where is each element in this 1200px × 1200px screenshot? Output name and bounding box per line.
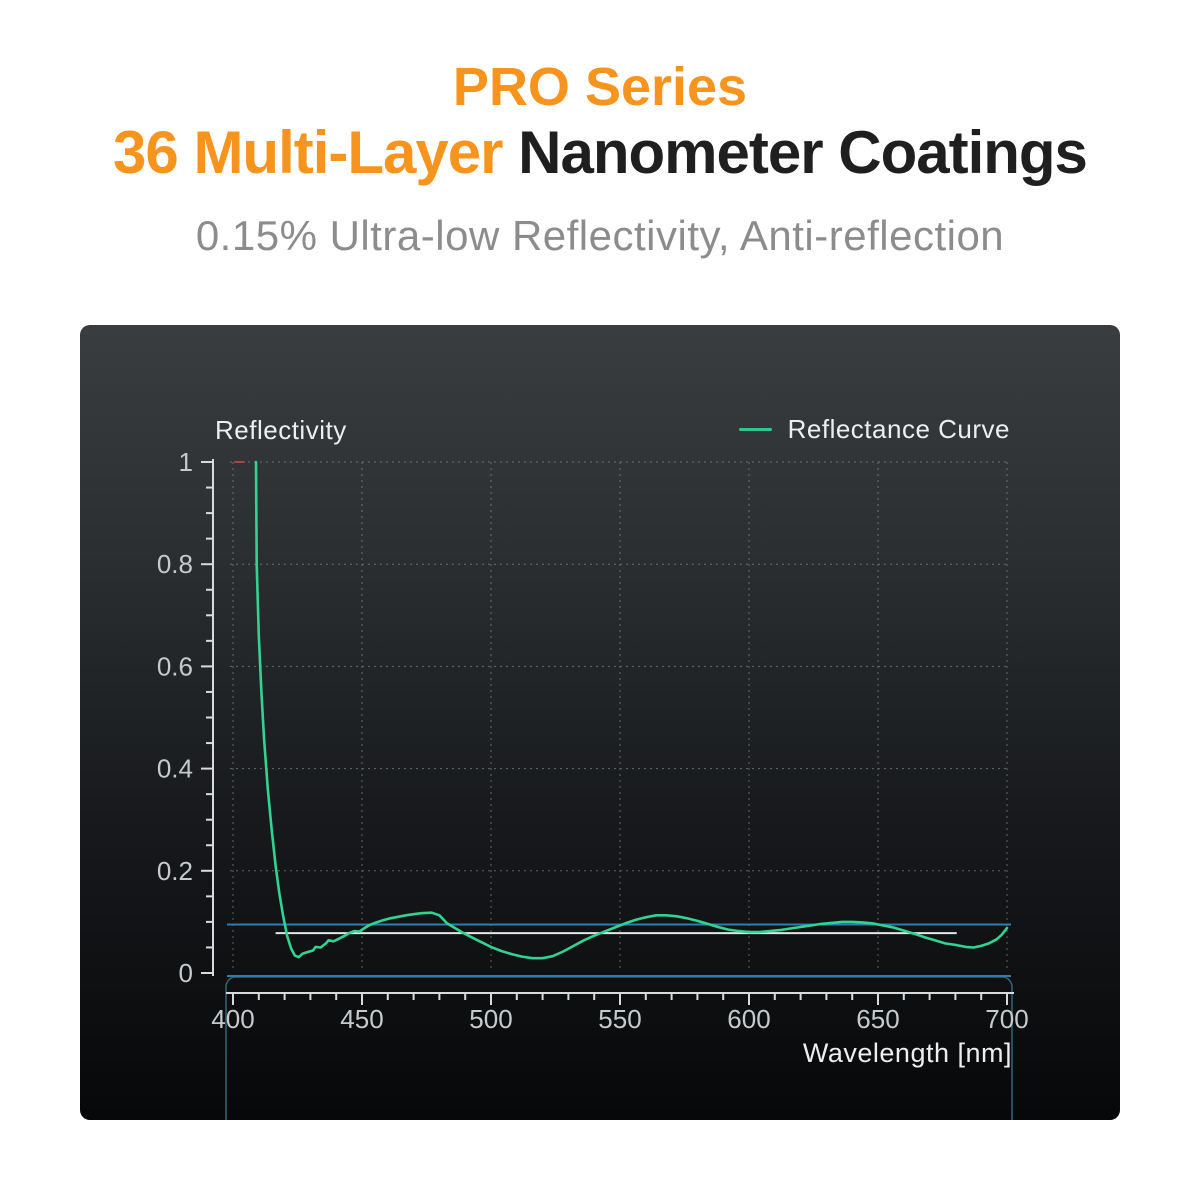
title-line-2: 36 Multi-Layer Nanometer Coatings	[0, 118, 1200, 188]
x-tick-label: 450	[340, 1004, 383, 1034]
title-highlight: 36 Multi-Layer	[113, 119, 503, 186]
y-tick-label: 0.2	[157, 856, 193, 886]
reflectance-curve	[254, 460, 1009, 960]
x-tick-label: 550	[598, 1004, 641, 1034]
y-axis-title: Reflectivity	[215, 415, 347, 445]
x-axis-title: Wavelength [nm]	[803, 1038, 1012, 1068]
x-tick-label: 700	[985, 1004, 1028, 1034]
x-tick-label: 400	[211, 1004, 254, 1034]
y-tick-label: 1	[179, 447, 193, 477]
y-axis	[201, 459, 214, 976]
title-rest: Nanometer Coatings	[518, 119, 1088, 186]
reflectance-chart: 0 0.2 0.4 0.6 0.8 1 400 450 500 550 600 650 700 Wavel…	[157, 447, 1029, 1120]
legend-label: Reflectance Curve	[787, 414, 1010, 444]
y-tick-label: 0	[179, 958, 193, 988]
x-tick-label: 650	[856, 1004, 899, 1034]
x-axis	[226, 992, 1014, 1005]
plot-grid	[230, 461, 1010, 971]
chart-panel: 0 0.2 0.4 0.6 0.8 1 400 450 500 550 600 650 700 Wavel…	[80, 325, 1120, 1120]
x-tick-label: 500	[469, 1004, 512, 1034]
x-tick-labels: 400 450 500 550 600 650 700	[211, 1004, 1028, 1034]
legend-line-swatch	[738, 428, 772, 431]
page-header: PRO Series 36 Multi-Layer Nanometer Coat…	[0, 0, 1200, 260]
x-tick-label: 600	[727, 1004, 770, 1034]
y-tick-label: 0.6	[157, 651, 193, 681]
title-pro-series: PRO Series	[452, 57, 748, 117]
legend: Reflectance Curve	[738, 414, 1010, 445]
subtitle: 0.15% Ultra-low Reflectivity, Anti-refle…	[195, 212, 1005, 259]
y-tick-label: 0.8	[157, 549, 193, 579]
y-tick-label: 0.4	[157, 754, 193, 784]
y-tick-labels: 0 0.2 0.4 0.6 0.8 1	[157, 447, 193, 988]
title-line-1: PRO Series	[0, 56, 1200, 118]
